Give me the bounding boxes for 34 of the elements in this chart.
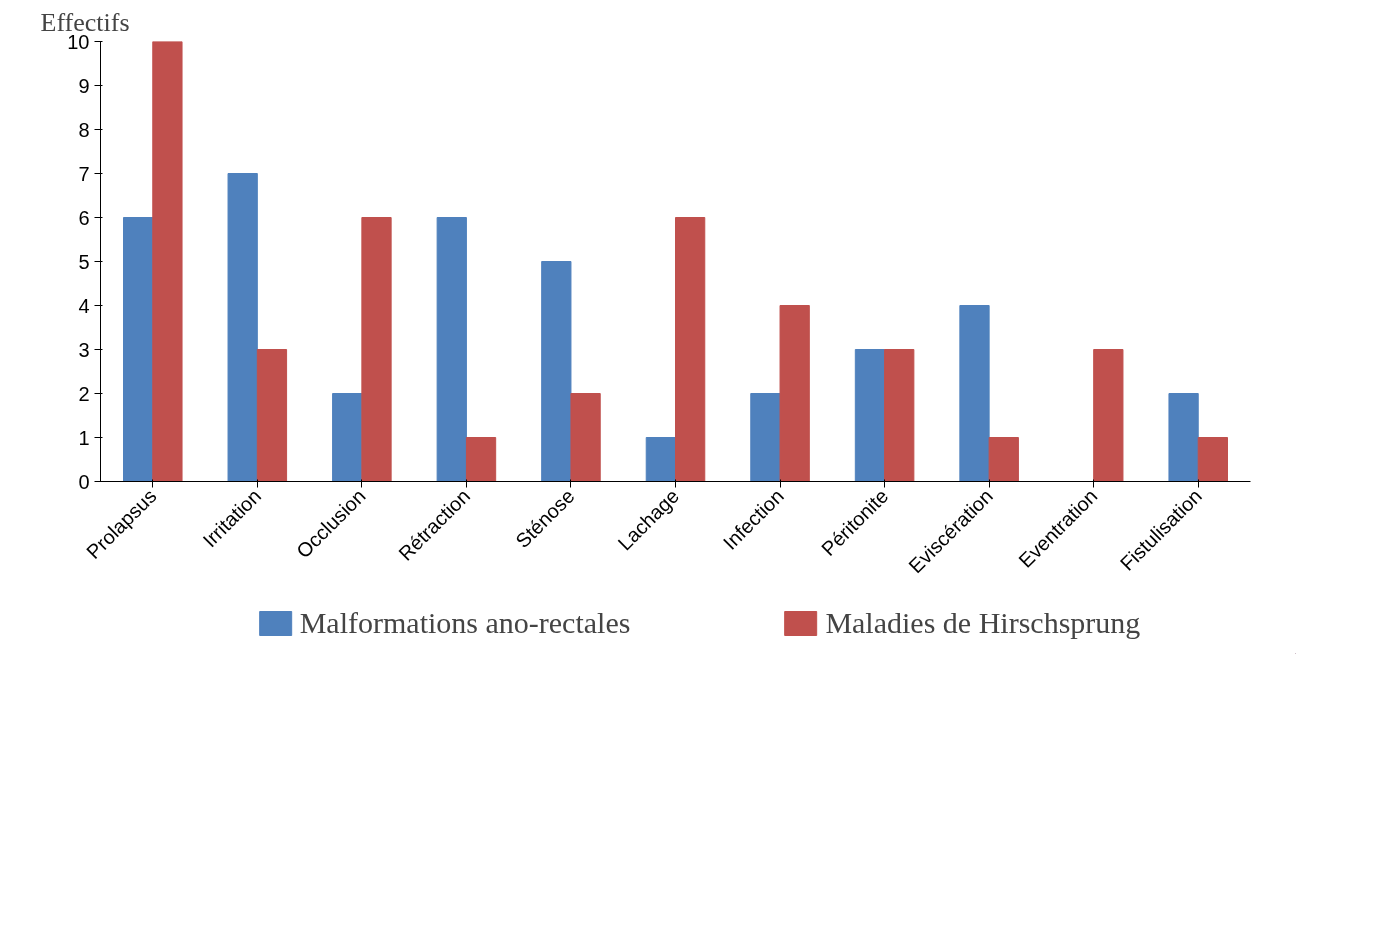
- y-tick-label: 4: [78, 294, 90, 317]
- y-tick-label: 5: [78, 250, 90, 273]
- bar: [1168, 393, 1199, 482]
- bar: [988, 437, 1019, 482]
- y-tick-label: 0: [78, 470, 90, 493]
- bar: [541, 261, 572, 482]
- y-tick-label: 9: [78, 74, 90, 97]
- bar: [1093, 349, 1124, 482]
- bar: [570, 393, 601, 482]
- bar: [465, 437, 497, 482]
- bar: [436, 217, 467, 482]
- bar: [256, 349, 288, 482]
- bar: [854, 349, 886, 482]
- bar: [227, 173, 258, 482]
- y-tick-label: 10: [67, 30, 90, 53]
- bar: [959, 305, 990, 482]
- bar: [332, 393, 363, 482]
- bar: [1197, 437, 1228, 482]
- y-tick-label: 6: [78, 206, 90, 229]
- y-tick-label: 3: [78, 338, 90, 361]
- bar: [779, 305, 810, 482]
- bar: [645, 437, 676, 482]
- legend-label: Maladies de Hirschsprung: [825, 606, 1141, 640]
- y-tick-label: 7: [78, 162, 90, 185]
- bar: [675, 217, 706, 482]
- bar: [884, 349, 915, 482]
- y-tick-label: 8: [78, 118, 90, 141]
- legend-label: Malformations ano-rectales: [299, 606, 631, 640]
- y-tick-label: 1: [78, 426, 90, 449]
- bar: [152, 41, 183, 482]
- bar: [361, 217, 392, 482]
- bar: [750, 393, 781, 482]
- y-tick-label: 2: [78, 382, 90, 405]
- bar: [123, 217, 154, 482]
